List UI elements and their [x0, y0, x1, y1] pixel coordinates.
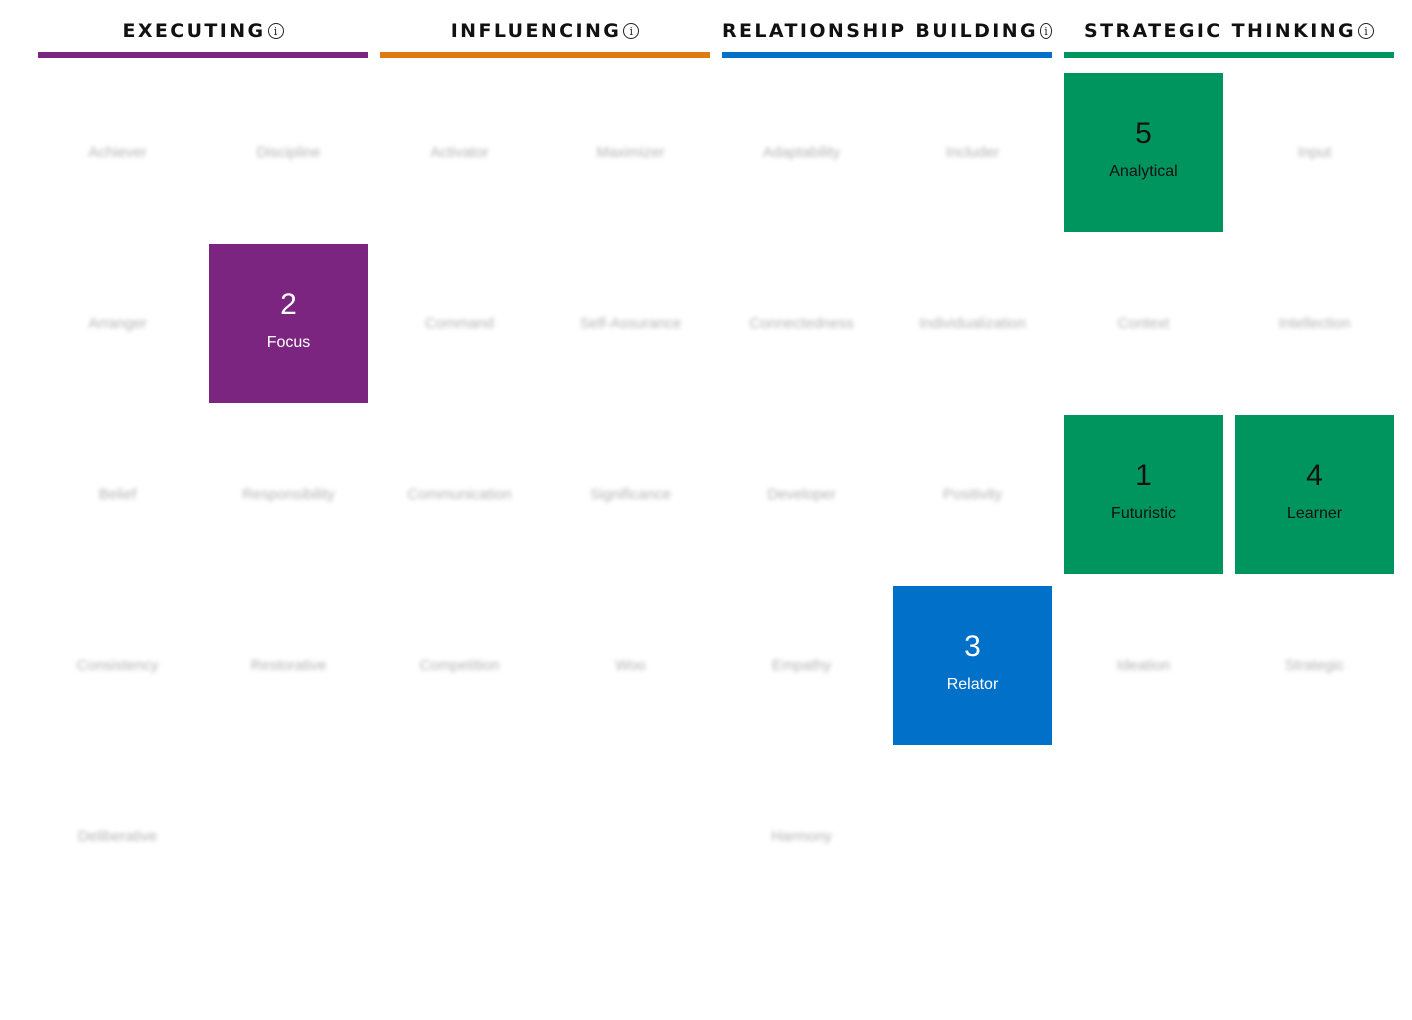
theme-tile[interactable]: Restorative	[209, 586, 368, 745]
theme-tile-ranked[interactable]: 5 Analytical	[1064, 73, 1223, 232]
domain-column: RELATIONSHIP BUILDING i Adaptability Includ…	[722, 16, 1052, 916]
domain-color-bar	[722, 52, 1052, 58]
theme-tile[interactable]: Communication	[380, 415, 539, 574]
theme-grid: Adaptability Includer Connectedness Individ…	[722, 73, 1052, 916]
theme-name: Arranger	[88, 315, 147, 332]
domain-title: STRATEGIC THINKING	[1084, 20, 1356, 42]
theme-name: Relator	[946, 675, 999, 693]
domain-color-bar	[380, 52, 710, 58]
theme-tile[interactable]: Connectedness	[722, 244, 881, 403]
theme-tile-ranked[interactable]: 4 Learner	[1235, 415, 1394, 574]
theme-tile-ranked[interactable]: 3 Relator	[893, 586, 1052, 745]
theme-tile[interactable]: Harmony	[722, 757, 881, 916]
theme-rank: 5	[1135, 116, 1152, 150]
theme-name: Developer	[767, 486, 836, 503]
theme-tile[interactable]: Input	[1235, 73, 1394, 232]
theme-tile[interactable]: Adaptability	[722, 73, 881, 232]
domain-title: RELATIONSHIP BUILDING	[722, 20, 1039, 42]
theme-tile[interactable]: Competition	[380, 586, 539, 745]
info-icon[interactable]: i	[267, 23, 284, 39]
theme-name: Belief	[98, 486, 137, 503]
theme-tile[interactable]: Developer	[722, 415, 881, 574]
theme-tile[interactable]: Ideation	[1064, 586, 1223, 745]
theme-name: Consistency	[76, 657, 159, 674]
info-icon[interactable]: i	[623, 23, 640, 39]
theme-rank: 2	[280, 287, 297, 321]
theme-name: Focus	[266, 333, 311, 351]
domain-color-bar	[38, 52, 368, 58]
theme-rank: 1	[1135, 458, 1152, 492]
theme-tile[interactable]: Belief	[38, 415, 197, 574]
theme-tile[interactable]: Activator	[380, 73, 539, 232]
theme-tile[interactable]: Intellection	[1235, 244, 1394, 403]
theme-name: Responsibility	[242, 486, 335, 503]
theme-tile[interactable]: Maximizer	[551, 73, 710, 232]
theme-grid: 5 Analytical Input Context Intellection 1 Futu…	[1064, 73, 1394, 745]
theme-name: Restorative	[250, 657, 327, 674]
theme-rank: 4	[1306, 458, 1323, 492]
domain-column: INFLUENCING i Activator Maximizer Command Sel…	[380, 16, 710, 916]
theme-tile[interactable]: Responsibility	[209, 415, 368, 574]
theme-rank: 3	[964, 629, 981, 663]
theme-name: Deliberative	[77, 828, 158, 845]
theme-name: Intellection	[1278, 315, 1351, 332]
theme-name: Activator	[430, 144, 489, 161]
theme-tile-ranked[interactable]: 2 Focus	[209, 244, 368, 403]
theme-tile[interactable]: Empathy	[722, 586, 881, 745]
theme-tile[interactable]: Individualization	[893, 244, 1052, 403]
theme-name: Empathy	[771, 657, 832, 674]
theme-name: Competition	[419, 657, 500, 674]
theme-name: Context	[1117, 315, 1170, 332]
theme-tile[interactable]: Command	[380, 244, 539, 403]
theme-name: Positivity	[942, 486, 1003, 503]
theme-name: Woo	[615, 657, 646, 674]
theme-tile-ranked[interactable]: 1 Futuristic	[1064, 415, 1223, 574]
theme-name: Significance	[590, 486, 671, 503]
theme-name: Includer	[945, 144, 1000, 161]
info-icon[interactable]: i	[1040, 23, 1052, 39]
strengths-domains: EXECUTING i Achiever Discipline Arranger 2 Foc…	[38, 16, 1394, 916]
theme-tile[interactable]: Discipline	[209, 73, 368, 232]
domain-title: INFLUENCING	[450, 20, 622, 42]
theme-name: Harmony	[771, 828, 832, 845]
theme-tile[interactable]: Deliberative	[38, 757, 197, 916]
theme-name: Connectedness	[749, 315, 854, 332]
theme-name: Self-Assurance	[579, 315, 682, 332]
theme-name: Analytical	[1109, 162, 1178, 180]
domain-header: STRATEGIC THINKING i	[1064, 16, 1394, 46]
domain-column: EXECUTING i Achiever Discipline Arranger 2 Foc…	[38, 16, 368, 916]
theme-name: Achiever	[88, 144, 147, 161]
domain-header: EXECUTING i	[38, 16, 368, 46]
theme-tile[interactable]: Woo	[551, 586, 710, 745]
theme-name: Communication	[407, 486, 512, 503]
theme-name: Strategic	[1284, 657, 1345, 674]
domain-header: INFLUENCING i	[380, 16, 710, 46]
theme-name: Adaptability	[762, 144, 841, 161]
domain-color-bar	[1064, 52, 1394, 58]
info-icon[interactable]: i	[1358, 23, 1374, 39]
theme-tile[interactable]: Context	[1064, 244, 1223, 403]
theme-name: Command	[424, 315, 495, 332]
theme-grid: Achiever Discipline Arranger 2 Focus Belief Re…	[38, 73, 368, 916]
theme-name: Input	[1297, 144, 1332, 161]
theme-name: Ideation	[1116, 657, 1171, 674]
theme-tile[interactable]: Includer	[893, 73, 1052, 232]
theme-tile[interactable]: Significance	[551, 415, 710, 574]
theme-grid: Activator Maximizer Command Self-Assurance C…	[380, 73, 710, 745]
theme-tile[interactable]: Consistency	[38, 586, 197, 745]
theme-name: Maximizer	[596, 144, 665, 161]
domain-title: EXECUTING	[122, 20, 266, 42]
theme-name: Learner	[1286, 504, 1343, 522]
theme-tile[interactable]: Positivity	[893, 415, 1052, 574]
theme-name: Individualization	[919, 315, 1026, 332]
theme-tile[interactable]: Strategic	[1235, 586, 1394, 745]
domain-column: STRATEGIC THINKING i 5 Analytical Input Conte…	[1064, 16, 1394, 916]
theme-tile[interactable]: Achiever	[38, 73, 197, 232]
theme-tile[interactable]: Arranger	[38, 244, 197, 403]
domain-header: RELATIONSHIP BUILDING i	[722, 16, 1052, 46]
theme-name: Futuristic	[1111, 504, 1176, 522]
theme-tile[interactable]: Self-Assurance	[551, 244, 710, 403]
theme-name: Discipline	[256, 144, 321, 161]
